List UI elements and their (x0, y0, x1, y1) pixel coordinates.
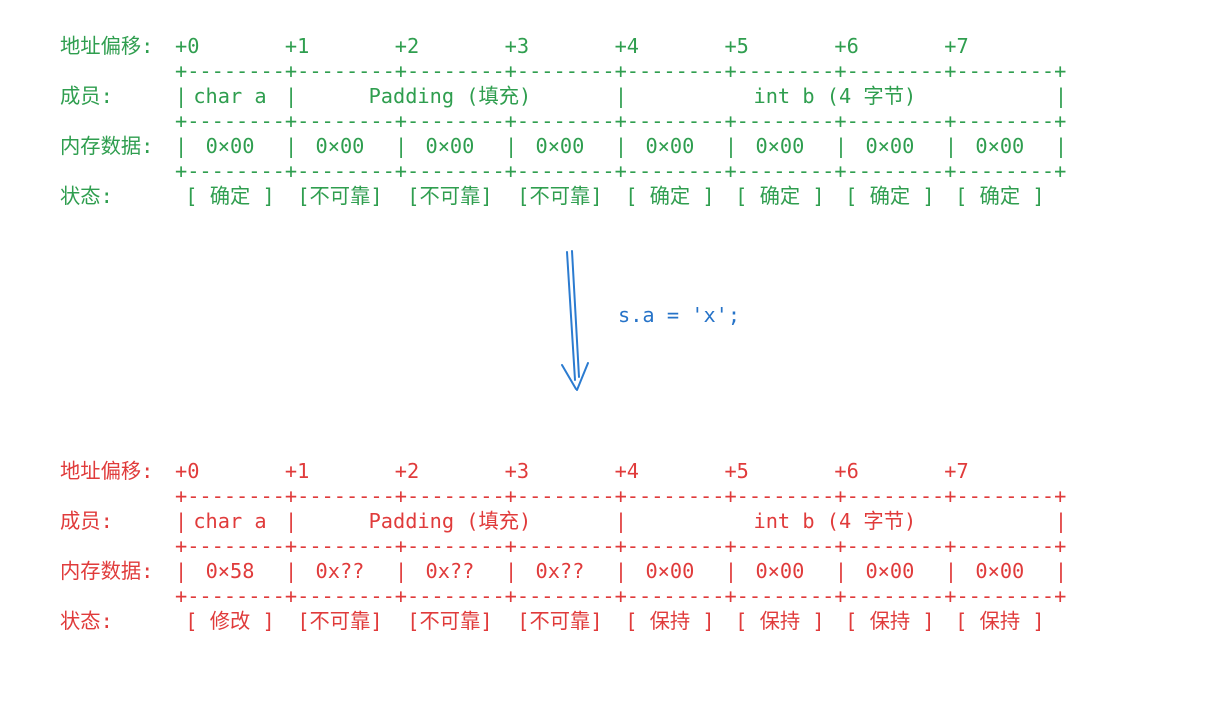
table-row: 内存数据: | | | | | | | | | 0×00 0×00 0×00 0×00 0×00 0×00 0×… (0, 134, 1215, 159)
status-badge: [ 确定 ] (735, 184, 825, 208)
ascii-border-row: +--------+--------+--------+--------+---… (175, 59, 1067, 83)
cell-divider: | (394, 134, 408, 158)
cell-divider: | (724, 134, 738, 158)
cell-divider: | (284, 84, 298, 108)
offset-row: +0 +1 +2 +3 +4 +5 +6 +7 (175, 459, 1055, 483)
memory-cell: 0×00 (425, 134, 475, 158)
cell-divider: | (284, 134, 298, 158)
ascii-border-row: +--------+--------+--------+--------+---… (175, 109, 1067, 133)
status-badge: [不可靠] (407, 184, 493, 208)
memory-cell: 0×00 (535, 134, 585, 158)
cell-divider: | (834, 134, 848, 158)
table-row: +--------+--------+--------+--------+---… (0, 584, 1215, 609)
member-cell: Padding (填充) (368, 84, 532, 108)
memory-cell: 0x?? (425, 559, 475, 583)
ascii-border-row: +--------+--------+--------+--------+---… (175, 159, 1067, 183)
status-badge: [ 确定 ] (185, 184, 275, 208)
memory-cell: 0×00 (315, 134, 365, 158)
row-label-offset: 地址偏移: (60, 459, 154, 483)
memory-cell: 0x?? (315, 559, 365, 583)
member-cell: int b (4 字节) (753, 84, 917, 108)
cell-divider: | (1054, 559, 1068, 583)
cell-divider: | (175, 559, 188, 583)
status-badge: [ 保持 ] (625, 609, 715, 633)
row-label-status: 状态: (60, 184, 113, 208)
row-label-offset: 地址偏移: (60, 34, 154, 58)
cell-divider: | (504, 134, 518, 158)
memory-cell: 0×00 (205, 134, 255, 158)
memory-cell: 0×00 (755, 134, 805, 158)
status-badge: [ 确定 ] (955, 184, 1045, 208)
cell-divider: | (1054, 134, 1068, 158)
memory-cell: 0×00 (865, 134, 915, 158)
status-badge: [ 确定 ] (845, 184, 935, 208)
memory-cell: 0×00 (975, 559, 1025, 583)
memory-cell: 0×00 (755, 559, 805, 583)
status-badge: [ 保持 ] (735, 609, 825, 633)
status-badge: [ 保持 ] (845, 609, 935, 633)
member-cell: char a (193, 84, 267, 108)
row-label-memory: 内存数据: (60, 134, 154, 158)
table-row: 地址偏移: +0 +1 +2 +3 +4 +5 +6 +7 (0, 459, 1215, 484)
memory-table-after: 地址偏移: +0 +1 +2 +3 +4 +5 +6 +7 +--------+-… (0, 459, 1215, 639)
status-badge: [ 修改 ] (185, 609, 275, 633)
table-row: +--------+--------+--------+--------+---… (0, 59, 1215, 84)
table-row: 地址偏移: +0 +1 +2 +3 +4 +5 +6 +7 (0, 34, 1215, 59)
table-row: 成员: | | | | char a Padding (填充) int b (4 字节) (0, 509, 1215, 534)
table-row: 成员: | | | | char a Padding (填充) int b (4 字节) (0, 84, 1215, 109)
status-badge: [不可靠] (407, 609, 493, 633)
cell-divider: | (614, 559, 628, 583)
table-row: 状态: [ 修改 ] [不可靠] [不可靠] [不可靠] [ 保持 ] [ 保持 ] [ 保持… (0, 609, 1215, 634)
cell-divider: | (834, 559, 848, 583)
cell-divider: | (724, 559, 738, 583)
status-badge: [不可靠] (297, 184, 383, 208)
table-row: +--------+--------+--------+--------+---… (0, 109, 1215, 134)
status-badge: [不可靠] (517, 609, 603, 633)
cell-divider: | (614, 84, 628, 108)
member-cell: char a (193, 509, 267, 533)
ascii-border-row: +--------+--------+--------+--------+---… (175, 584, 1067, 608)
cell-divider: | (394, 559, 408, 583)
cell-divider: | (284, 509, 298, 533)
table-row: +--------+--------+--------+--------+---… (0, 159, 1215, 184)
memory-table-before: 地址偏移: +0 +1 +2 +3 +4 +5 +6 +7 +--------+-… (0, 34, 1215, 214)
row-label-member: 成员: (60, 509, 113, 533)
row-label-memory: 内存数据: (60, 559, 154, 583)
cell-divider: | (1054, 509, 1068, 533)
table-row: +--------+--------+--------+--------+---… (0, 484, 1215, 509)
status-badge: [不可靠] (297, 609, 383, 633)
status-badge: [不可靠] (517, 184, 603, 208)
table-row: +--------+--------+--------+--------+---… (0, 534, 1215, 559)
cell-divider: | (284, 559, 298, 583)
cell-divider: | (175, 509, 188, 533)
cell-divider: | (1054, 84, 1068, 108)
cell-divider: | (175, 84, 188, 108)
memory-cell: 0x?? (535, 559, 585, 583)
ascii-border-row: +--------+--------+--------+--------+---… (175, 484, 1067, 508)
memory-cell: 0×00 (645, 559, 695, 583)
memory-cell: 0×58 (205, 559, 255, 583)
table-row: 内存数据: | | | | | | | | | 0×58 0x?? 0x?? 0x?? 0×00 0×00 0×… (0, 559, 1215, 584)
cell-divider: | (944, 559, 958, 583)
status-badge: [ 保持 ] (955, 609, 1045, 633)
member-cell: int b (4 字节) (753, 509, 917, 533)
member-cell: Padding (填充) (368, 509, 532, 533)
cell-divider: | (175, 134, 188, 158)
row-label-status: 状态: (60, 609, 113, 633)
offset-row: +0 +1 +2 +3 +4 +5 +6 +7 (175, 34, 1055, 58)
memory-cell: 0×00 (865, 559, 915, 583)
table-row: 状态: [ 确定 ] [不可靠] [不可靠] [不可靠] [ 确定 ] [ 确定 ] [ 确定… (0, 184, 1215, 209)
memory-cell: 0×00 (975, 134, 1025, 158)
ascii-border-row: +--------+--------+--------+--------+---… (175, 534, 1067, 558)
cell-divider: | (614, 509, 628, 533)
cell-divider: | (614, 134, 628, 158)
code-label: s.a = 'x'; (618, 303, 741, 327)
status-badge: [ 确定 ] (625, 184, 715, 208)
cell-divider: | (944, 134, 958, 158)
row-label-member: 成员: (60, 84, 113, 108)
cell-divider: | (504, 559, 518, 583)
memory-cell: 0×00 (645, 134, 695, 158)
